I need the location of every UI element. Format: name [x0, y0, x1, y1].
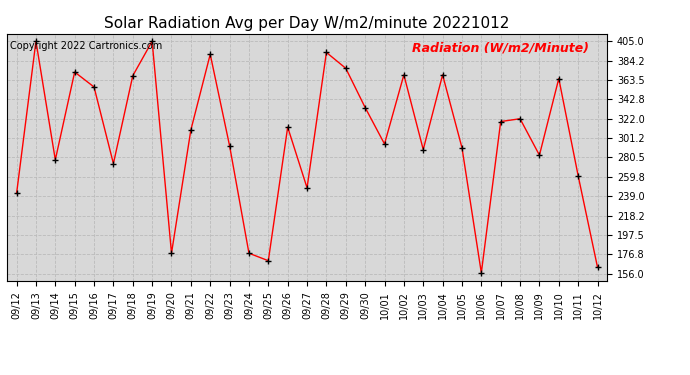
Text: Radiation (W/m2/Minute): Radiation (W/m2/Minute) [412, 41, 589, 54]
Text: Copyright 2022 Cartronics.com: Copyright 2022 Cartronics.com [10, 41, 162, 51]
Title: Solar Radiation Avg per Day W/m2/minute 20221012: Solar Radiation Avg per Day W/m2/minute … [104, 16, 510, 31]
